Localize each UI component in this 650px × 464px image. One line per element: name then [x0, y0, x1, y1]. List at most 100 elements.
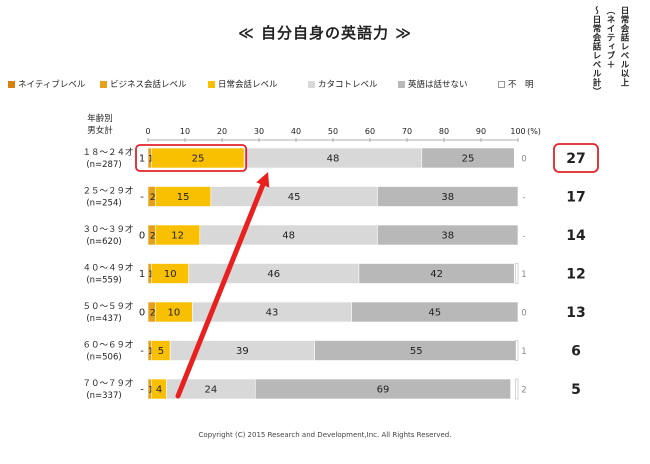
- bar-value-business: 1: [148, 155, 154, 165]
- row-n-label: (n=287): [86, 160, 121, 170]
- unknown-value-label: 1: [521, 347, 526, 357]
- native-value-label: -: [140, 346, 144, 357]
- legend-swatch: [100, 81, 107, 88]
- legend-item-business: ビジネス会話レベル: [100, 78, 187, 90]
- bar-value-daily: 10: [164, 269, 177, 280]
- total-value-label: 14: [566, 228, 586, 244]
- legend-item-unknown: 不 明: [498, 78, 534, 90]
- native-value-label: 0: [139, 308, 145, 319]
- right-column-header: 日常会話レベル以上 （ネイティブ＋ ～日常会話レベル計）: [580, 6, 642, 134]
- highlight-box-bar: [135, 144, 248, 172]
- x-tick-label: 100: [510, 127, 525, 136]
- bar-value-katakoto: 24: [205, 385, 218, 396]
- x-tick-label: 80: [439, 127, 449, 136]
- bar-segment-none: [358, 263, 515, 284]
- x-tick-label: 20: [217, 127, 227, 136]
- bar-value-daily: 5: [158, 346, 164, 357]
- bar-value-daily: 12: [171, 231, 184, 242]
- bar-value-business: 2: [150, 232, 156, 242]
- x-tick-label: 0: [145, 127, 150, 136]
- bar-value-katakoto: 46: [267, 269, 280, 280]
- unknown-value-label: -: [522, 232, 525, 242]
- native-value-label: 1: [139, 154, 145, 165]
- x-tick-label: 60: [365, 127, 375, 136]
- x-tick-label: 90: [476, 127, 486, 136]
- bar-value-none: 55: [410, 346, 423, 357]
- right-header-line-3: ～日常会話レベル計）: [591, 6, 601, 96]
- bar-segment-none: [377, 224, 519, 246]
- legend-label: 日常会話レベル: [218, 80, 278, 90]
- legend-swatch: [8, 81, 15, 88]
- legend-item-katakoto: カタコトレベル: [308, 78, 378, 90]
- legend-label: ネイティブレベル: [18, 80, 86, 90]
- native-value-label: -: [140, 192, 144, 203]
- row-age-label: ６０～６９才: [82, 340, 133, 351]
- unknown-value-label: 0: [521, 309, 526, 319]
- row-age-label: ７０～７９才: [82, 378, 133, 389]
- row-n-label: (n=506): [86, 353, 121, 363]
- unknown-value-label: 2: [521, 386, 526, 396]
- bar-value-none: 25: [462, 154, 475, 165]
- row-header-label: 年齢別: [87, 113, 113, 124]
- total-value-label: 17: [566, 190, 585, 206]
- legend-label: ビジネス会話レベル: [110, 80, 187, 90]
- native-value-label: -: [140, 385, 144, 396]
- legend-item-daily: 日常会話レベル: [208, 78, 278, 90]
- legend: ネイティブレベル ビジネス会話レベル 日常会話レベル カタコトレベル 英語は話せ…: [8, 78, 568, 92]
- x-tick-label: 10: [180, 127, 190, 136]
- bar-value-daily: 15: [177, 192, 190, 203]
- bar-value-katakoto: 48: [282, 231, 295, 242]
- legend-swatch: [498, 81, 505, 88]
- bar-value-daily: 4: [156, 385, 162, 396]
- legend-item-native: ネイティブレベル: [8, 78, 85, 90]
- total-value-label: 12: [566, 267, 585, 283]
- bar-value-business: 1: [148, 347, 154, 357]
- highlight-box-total: [553, 143, 599, 173]
- bar-segment-none: [351, 301, 519, 323]
- unknown-value-label: 0: [521, 155, 526, 165]
- legend-swatch: [208, 81, 215, 88]
- bar-segment-none: [255, 378, 511, 400]
- bar-segment-none: [377, 186, 519, 207]
- trend-arrow-head: [256, 172, 270, 188]
- row-age-label: ４０～４９才: [82, 263, 133, 274]
- native-value-label: 0: [139, 231, 145, 242]
- total-value-label: 27: [566, 151, 585, 167]
- row-age-label: ３０～３９才: [82, 224, 133, 235]
- row-age-label: ２５～２９才: [82, 186, 133, 197]
- unknown-value-label: -: [522, 193, 525, 203]
- legend-item-none: 英語は話せない: [398, 78, 468, 90]
- total-value-label: 5: [571, 382, 581, 398]
- page-title: ≪ 自分自身の英語力 ≫: [238, 24, 412, 42]
- bar-segment-unknown: [515, 378, 519, 400]
- legend-label: 不 明: [508, 80, 534, 90]
- x-tick-label: 50: [328, 127, 338, 136]
- bar-value-katakoto: 48: [327, 154, 340, 165]
- row-n-label: (n=337): [86, 391, 121, 401]
- legend-swatch: [398, 81, 405, 88]
- legend-label: 英語は話せない: [408, 80, 468, 90]
- row-age-label: ５０～５９才: [82, 301, 133, 312]
- row-age-label: １８～２４才: [82, 147, 133, 158]
- trend-arrow-shaft: [175, 182, 266, 399]
- axis-unit-label: (%): [527, 127, 541, 136]
- right-header-line-2: （ネイティブ＋: [605, 6, 615, 69]
- bar-value-business: 1: [148, 270, 154, 280]
- bar-value-none: 38: [441, 192, 454, 203]
- bar-value-daily: 10: [168, 308, 181, 319]
- bar-value-katakoto: 43: [266, 308, 279, 319]
- row-n-label: (n=254): [86, 199, 121, 209]
- legend-swatch: [308, 81, 315, 88]
- bar-value-business: 2: [150, 193, 156, 203]
- bar-segment-unknown: [515, 263, 519, 284]
- row-n-label: (n=437): [86, 314, 121, 324]
- bar-value-none: 69: [377, 385, 390, 396]
- row-n-label: (n=559): [86, 276, 121, 286]
- bar-value-none: 42: [430, 269, 443, 280]
- row-n-label: (n=620): [86, 237, 121, 247]
- bar-value-business: 2: [150, 309, 156, 319]
- total-value-label: 6: [571, 344, 581, 360]
- unknown-value-label: 1: [521, 270, 526, 280]
- copyright-footer: Copyright (C) 2015 Research and Developm…: [198, 431, 452, 439]
